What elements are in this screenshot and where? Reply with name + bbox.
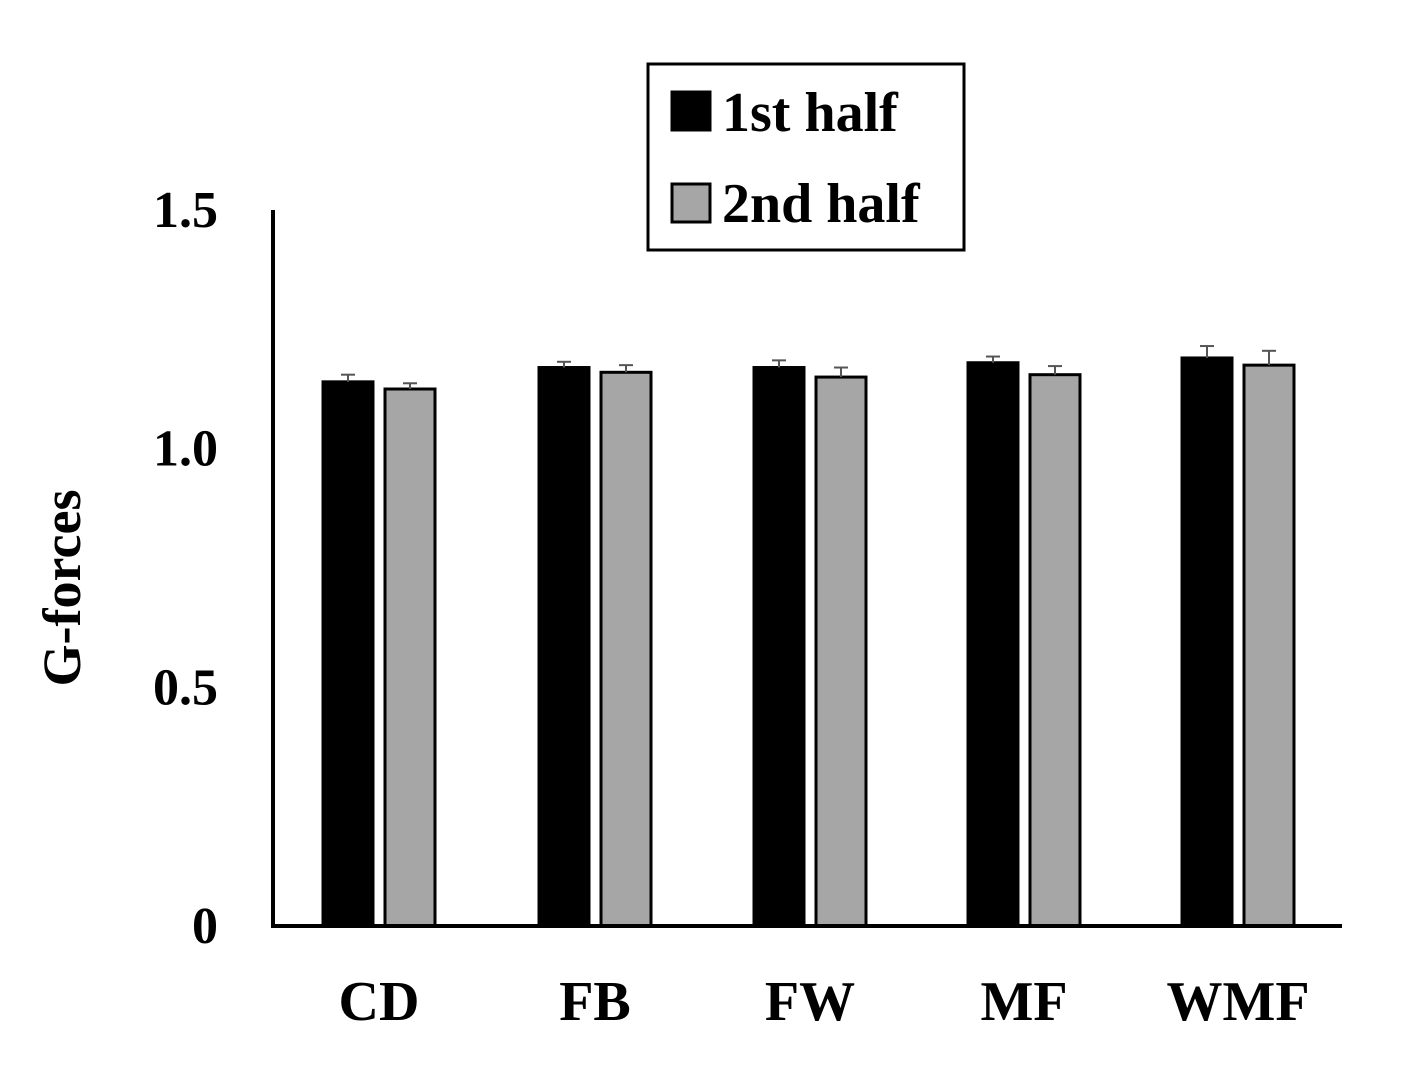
error-bar-wmf-1st-half bbox=[1200, 345, 1214, 358]
bar-mf-1st-half bbox=[966, 361, 1020, 928]
y-tick-label-0: 0 bbox=[192, 898, 218, 955]
error-bar-fb-2nd-half bbox=[619, 364, 633, 373]
x-tick-labels: CD FB FW MF WMF bbox=[339, 971, 1310, 1033]
legend-swatch-2nd-half bbox=[670, 182, 712, 224]
error-bar-wmf-2nd-half bbox=[1262, 349, 1276, 366]
bar-cd-1st-half bbox=[321, 380, 375, 928]
legend-label-2nd-half: 2nd half bbox=[722, 173, 921, 235]
legend-label-1st-half: 1st half bbox=[722, 82, 899, 144]
error-bar-cd-2nd-half bbox=[403, 382, 417, 389]
y-tick-label-1-5: 1.5 bbox=[153, 182, 218, 239]
y-tick-labels: 0 0.5 1.0 1.5 bbox=[153, 182, 218, 955]
y-tick-label-1-0: 1.0 bbox=[153, 421, 218, 478]
bar-fb-1st-half bbox=[537, 366, 591, 928]
bar-cd-2nd-half bbox=[383, 387, 437, 928]
x-tick-label-fw: FW bbox=[765, 971, 855, 1033]
bar-fw-1st-half bbox=[752, 366, 806, 928]
legend-swatch-1st-half bbox=[670, 90, 712, 132]
x-tick-label-cd: CD bbox=[339, 971, 420, 1033]
error-bar-mf-1st-half bbox=[986, 355, 1000, 363]
error-bars-layer bbox=[341, 345, 1276, 389]
bar-mf-2nd-half bbox=[1028, 373, 1082, 928]
bars-layer bbox=[321, 356, 1296, 928]
y-axis-label: G-forces bbox=[32, 490, 92, 687]
error-bar-fw-1st-half bbox=[772, 359, 786, 368]
x-tick-label-mf: MF bbox=[980, 971, 1067, 1033]
error-bar-cd-1st-half bbox=[341, 373, 355, 382]
bar-wmf-2nd-half bbox=[1242, 363, 1296, 928]
error-bar-fw-2nd-half bbox=[834, 366, 848, 378]
bar-fw-2nd-half bbox=[814, 375, 868, 928]
bar-fb-2nd-half bbox=[599, 370, 653, 928]
y-tick-label-0-5: 0.5 bbox=[153, 659, 218, 716]
error-bar-mf-2nd-half bbox=[1048, 365, 1062, 375]
bar-wmf-1st-half bbox=[1180, 356, 1234, 928]
x-tick-label-wmf: WMF bbox=[1166, 971, 1309, 1033]
x-tick-label-fb: FB bbox=[559, 971, 631, 1033]
legend: 1st half 2nd half bbox=[646, 62, 966, 252]
error-bar-fb-1st-half bbox=[557, 360, 571, 368]
